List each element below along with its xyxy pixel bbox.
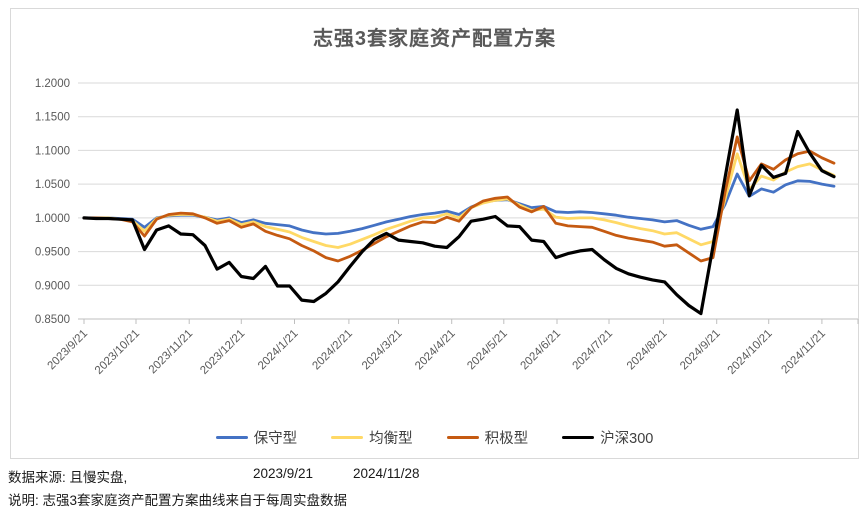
end-date: 2024/11/28 (353, 466, 420, 481)
legend-item-conservative: 保守型 (215, 427, 298, 448)
x-axis-tick-label: 2023/11/21 (147, 328, 196, 377)
x-axis-tick-label: 2024/5/21 (465, 328, 510, 373)
x-axis-tick-label: 2024/3/21 (360, 328, 405, 373)
legend-label-balanced: 均衡型 (369, 431, 413, 447)
y-axis-tick-label: 0.9500 (35, 247, 70, 259)
y-axis-tick-label: 1.0500 (35, 179, 70, 191)
legend-swatch-conservative (215, 436, 248, 439)
x-axis-tick-label: 2024/4/21 (413, 328, 458, 373)
y-axis-tick-label: 0.8500 (35, 314, 70, 326)
y-axis-tick-label: 0.9000 (35, 280, 70, 292)
footer-note: 说明: 志强3套家庭资产配置方案曲线来自于每周实盘数据 (8, 493, 348, 508)
x-axis-tick-label: 2024/6/21 (518, 328, 563, 373)
x-axis-tick-label: 2024/10/21 (726, 328, 775, 377)
footer-source-line: 数据来源: 且慢实盘, 2023/9/21 2024/11/28 (8, 466, 858, 486)
legend-item-aggressive: 积极型 (446, 427, 529, 448)
legend-swatch-aggressive (446, 436, 479, 439)
x-axis-tick-label: 2024/1/21 (256, 328, 301, 373)
line-aggressive (82, 135, 836, 263)
chart-title: 志强3套家庭资产配置方案 (312, 28, 557, 50)
legend-label-aggressive: 积极型 (484, 431, 529, 447)
legend-swatch-balanced (331, 436, 364, 439)
x-axis-tick-label: 2023/10/21 (93, 328, 142, 377)
y-axis-tick-label: 1.1000 (35, 145, 70, 157)
x-axis-tick-label: 2024/11/21 (779, 328, 828, 377)
line-csi300 (82, 108, 836, 316)
start-date: 2023/9/21 (253, 466, 314, 481)
data-source-label: 数据来源: 且慢实盘, (8, 470, 128, 485)
x-axis-tick-label: 2023/9/21 (45, 328, 90, 373)
x-axis-tick-label: 2024/7/21 (570, 328, 615, 373)
y-axis-tick-label: 1.0000 (35, 213, 70, 225)
legend-item-csi300: 沪深300 (562, 427, 653, 448)
x-axis-tick-label: 2024/2/21 (310, 328, 355, 373)
legend: 保守型 均衡型 积极型 沪深300 (10, 427, 859, 448)
legend-swatch-csi300 (562, 436, 595, 439)
legend-label-conservative: 保守型 (253, 431, 298, 447)
legend-label-csi300: 沪深300 (600, 431, 654, 447)
x-axis-tick-label: 2024/9/21 (678, 328, 723, 373)
x-axis-tick-label: 2024/8/21 (625, 328, 670, 373)
x-axis-tick-label: 2023/12/21 (198, 328, 247, 377)
y-axis-tick-label: 1.1500 (35, 112, 70, 124)
y-axis-tick-label: 1.2000 (35, 78, 70, 90)
legend-item-balanced: 均衡型 (331, 427, 413, 448)
